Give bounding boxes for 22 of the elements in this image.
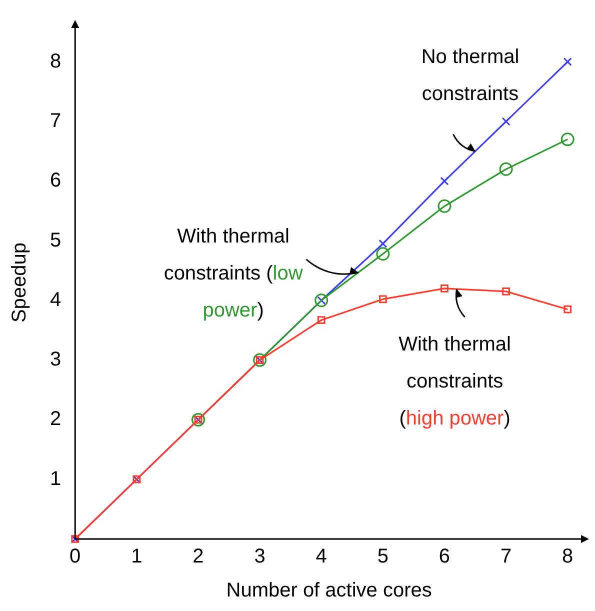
x-tick-label: 6: [438, 546, 450, 568]
x-tick-label: 0: [70, 546, 81, 568]
series-label: No thermal constraints: [420, 45, 520, 108]
x-tick-label: 7: [500, 546, 512, 568]
series-label: With thermal constraints (high power): [398, 332, 512, 432]
y-axis-title: Speedup: [8, 242, 31, 323]
x-tick-label: 3: [254, 546, 266, 568]
x-tick-label: 5: [377, 546, 388, 568]
y-tick-label: 3: [50, 348, 62, 371]
x-tick-label: 1: [131, 546, 142, 568]
x-axis-title: Number of active cores: [226, 580, 432, 602]
y-tick-label: 1: [50, 468, 62, 490]
x-tick-label: 4: [316, 546, 327, 568]
x-tick-label: 8: [562, 546, 574, 568]
y-tick-label: 7: [50, 110, 62, 132]
y-tick-label: 5: [50, 229, 62, 252]
y-tick-label: 6: [50, 170, 62, 192]
y-tick-label: 8: [50, 50, 62, 72]
y-tick-label: 4: [50, 288, 62, 311]
series-label: With thermal constraints (low power): [163, 224, 304, 324]
y-tick-label: 2: [50, 408, 62, 430]
x-tick-label: 2: [192, 546, 204, 568]
